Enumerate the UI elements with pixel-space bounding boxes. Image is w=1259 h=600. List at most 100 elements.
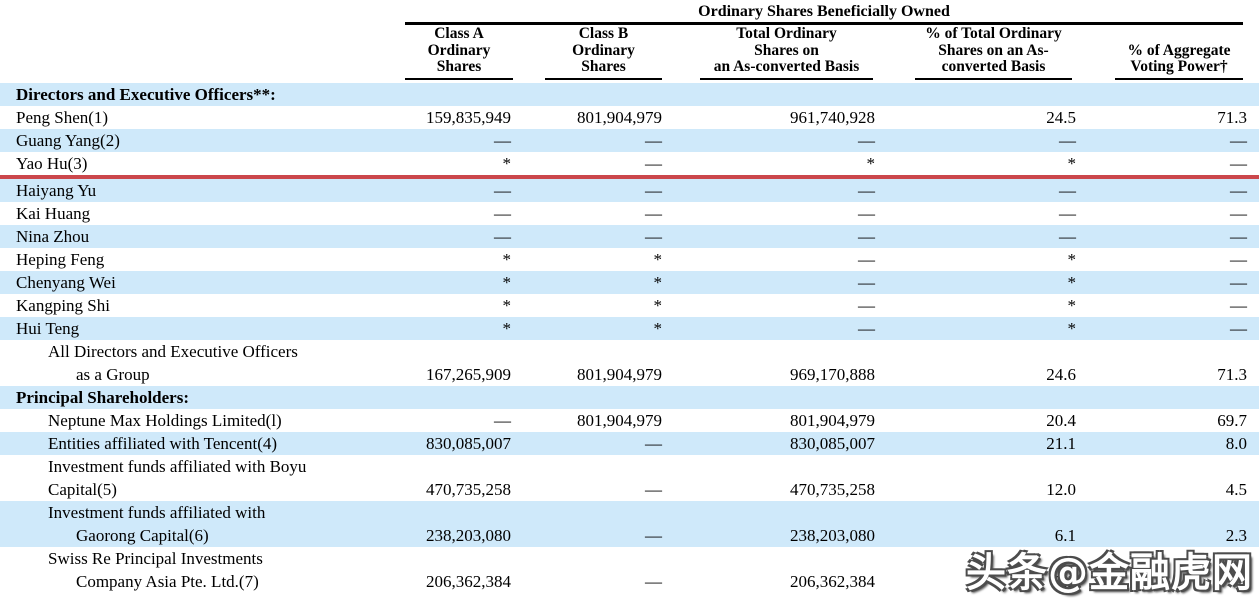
table-row: Investment funds affiliated with Boyu Cap… [0,455,1259,501]
cell-total-shares: 206,362,384 [790,571,875,591]
cell-pct-voting-power: — [1230,130,1247,150]
row-label-line: All Directors and Executive Officers [48,341,298,361]
row-label: Entities affiliated with Tencent(4) [0,432,405,455]
row-label-line: Kai Huang [16,203,91,223]
col-header-line: % of Aggregate [1127,41,1231,59]
row-label-line: as a Group [76,364,150,384]
cell-total-shares: * [866,153,876,173]
cell-pct-voting-power: — [1230,318,1247,338]
group-header-title: Ordinary Shares Beneficially Owned [698,3,950,20]
cell-pct-voting-power: 4.5 [1225,479,1247,499]
cell-pct-voting-power: — [1230,153,1247,173]
row-label: Chenyang Wei [0,271,405,294]
col-header-line: Class B [578,25,629,42]
cell-class-a-shares: * [502,153,512,173]
table-row: Yao Hu(3) * — * * — [0,152,1259,179]
cell-pct-total-shares: 24.6 [1046,364,1076,384]
cell-pct-voting-power: — [1230,203,1247,223]
row-label: Nina Zhou [0,225,405,248]
row-label: Hui Teng [0,317,405,340]
group-header-cell: Ordinary Shares Beneficially Owned [405,3,1243,25]
row-label: Investment funds affiliated with Gaorong … [0,501,405,547]
row-label-line: Kangping Shi [16,295,110,315]
col-header-class-b-shares: Class B Ordinary Shares [513,25,662,80]
table-row: Chenyang Wei * * — * — [0,270,1259,294]
group-header-row: Ordinary Shares Beneficially Owned [0,3,1259,25]
cell-pct-voting-power: — [1230,295,1247,315]
cell-pct-voting-power: — [1230,249,1247,269]
cell-class-a-shares: 470,735,258 [426,479,511,499]
table-row: Neptune Max Holdings Limited(l) — 801,904,… [0,409,1259,432]
header-rule [915,77,1072,80]
cell-class-a-shares: * [502,295,512,315]
table-row: Heping Feng * * — * — [0,248,1259,271]
cell-class-b-shares: * [653,295,663,315]
cell-pct-total-shares: — [1059,130,1076,150]
cell-total-shares: — [858,249,875,269]
cell-class-a-shares: 206,362,384 [426,571,511,591]
table-body: Directors and Executive Officers**: Peng … [0,82,1259,593]
col-header-line: Class A [434,25,484,42]
row-label-line: Yao Hu(3) [16,153,88,173]
row-label: Kangping Shi [0,294,405,317]
row-label: Swiss Re Principal Investments Company As… [0,547,405,593]
cell-class-a-shares: * [502,249,512,269]
cell-total-shares: 830,085,007 [790,433,875,453]
cell-class-b-shares: * [653,249,663,269]
row-label-line: Directors and Executive Officers**: [16,84,276,104]
col-header-line: Ordinary [427,41,491,59]
cell-total-shares: — [858,226,875,246]
section-header-row: Directors and Executive Officers**: [0,82,1259,106]
row-label: Peng Shen(1) [0,106,405,129]
cell-class-a-shares: 830,085,007 [426,433,511,453]
watermark: 头条@金融虎网 [966,550,1253,596]
row-label: Yao Hu(3) [0,152,405,175]
row-label-line: Entities affiliated with Tencent(4) [48,433,278,453]
cell-class-b-shares: — [645,433,662,453]
row-label: Investment funds affiliated with Boyu Cap… [0,455,405,501]
col-header-line: Shares on an As- [938,41,1049,59]
cell-class-b-shares: — [645,180,662,200]
row-label: Directors and Executive Officers**: [0,83,405,106]
row-label-line: Peng Shen(1) [16,107,109,127]
cell-class-a-shares: * [502,272,512,292]
table-row: Kangping Shi * * — * — [0,294,1259,317]
cell-pct-total-shares: — [1059,226,1076,246]
cell-class-a-shares: 159,835,949 [426,107,511,127]
col-header-line: Ordinary [572,41,635,59]
table-row: Kai Huang — — — — — [0,202,1259,225]
cell-class-a-shares: * [502,318,512,338]
cell-class-b-shares: — [645,479,662,499]
row-label-line: Haiyang Yu [16,180,97,200]
col-header-pct-voting-power: % of Aggregate Voting Power† [1072,41,1243,80]
cell-class-b-shares: — [645,525,662,545]
cell-pct-total-shares: * [1067,153,1077,173]
row-label: Kai Huang [0,202,405,225]
col-header-line: converted Basis [941,58,1046,75]
row-label: Heping Feng [0,248,405,271]
row-label: Principal Shareholders: [0,386,405,409]
cell-pct-total-shares: 24.5 [1046,107,1076,127]
cell-pct-total-shares: — [1059,203,1076,223]
cell-total-shares: — [858,203,875,223]
cell-total-shares: — [858,180,875,200]
cell-pct-voting-power: 2.3 [1225,525,1247,545]
header-rule [545,77,662,80]
col-header-total-shares: Total Ordinary Shares on an As-converted… [662,25,873,80]
cell-class-b-shares: — [645,130,662,150]
cell-pct-total-shares: 6.1 [1054,525,1076,545]
header-rule [405,77,513,80]
cell-pct-total-shares: * [1067,318,1077,338]
cell-class-b-shares: — [645,203,662,223]
row-label-line: Company Asia Pte. Ltd.(7) [76,571,259,591]
col-header-line: an As-converted Basis [713,58,860,75]
cell-class-b-shares: — [645,226,662,246]
row-label-line: Chenyang Wei [16,272,116,292]
cell-pct-total-shares: 5.2 [1054,571,1076,591]
cell-class-b-shares: — [645,153,662,173]
cell-class-b-shares: * [653,318,663,338]
table-row: All Directors and Executive Officers as a… [0,340,1259,386]
row-label-line: Neptune Max Holdings Limited(l) [48,410,282,430]
table-row: Swiss Re Principal Investments Company As… [0,547,1259,593]
